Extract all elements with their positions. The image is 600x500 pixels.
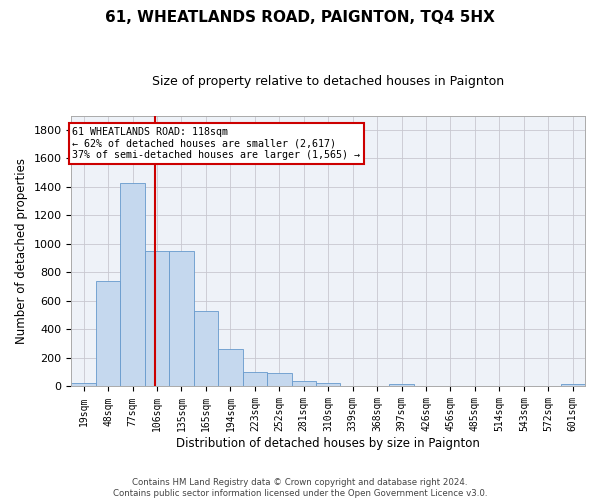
Bar <box>267 373 292 386</box>
Y-axis label: Number of detached properties: Number of detached properties <box>15 158 28 344</box>
Bar <box>194 310 218 386</box>
Bar <box>242 372 267 386</box>
Text: 61 WHEATLANDS ROAD: 118sqm
← 62% of detached houses are smaller (2,617)
37% of s: 61 WHEATLANDS ROAD: 118sqm ← 62% of deta… <box>72 127 360 160</box>
Bar <box>560 384 585 386</box>
Bar <box>96 280 121 386</box>
Bar <box>292 381 316 386</box>
Bar <box>71 384 96 386</box>
Bar <box>218 348 242 387</box>
Text: 61, WHEATLANDS ROAD, PAIGNTON, TQ4 5HX: 61, WHEATLANDS ROAD, PAIGNTON, TQ4 5HX <box>105 10 495 25</box>
Title: Size of property relative to detached houses in Paignton: Size of property relative to detached ho… <box>152 75 504 88</box>
Bar <box>316 382 340 386</box>
Bar <box>121 184 145 386</box>
Bar <box>169 251 194 386</box>
Text: Contains HM Land Registry data © Crown copyright and database right 2024.
Contai: Contains HM Land Registry data © Crown c… <box>113 478 487 498</box>
Bar <box>389 384 414 386</box>
Bar <box>145 251 169 386</box>
X-axis label: Distribution of detached houses by size in Paignton: Distribution of detached houses by size … <box>176 437 480 450</box>
